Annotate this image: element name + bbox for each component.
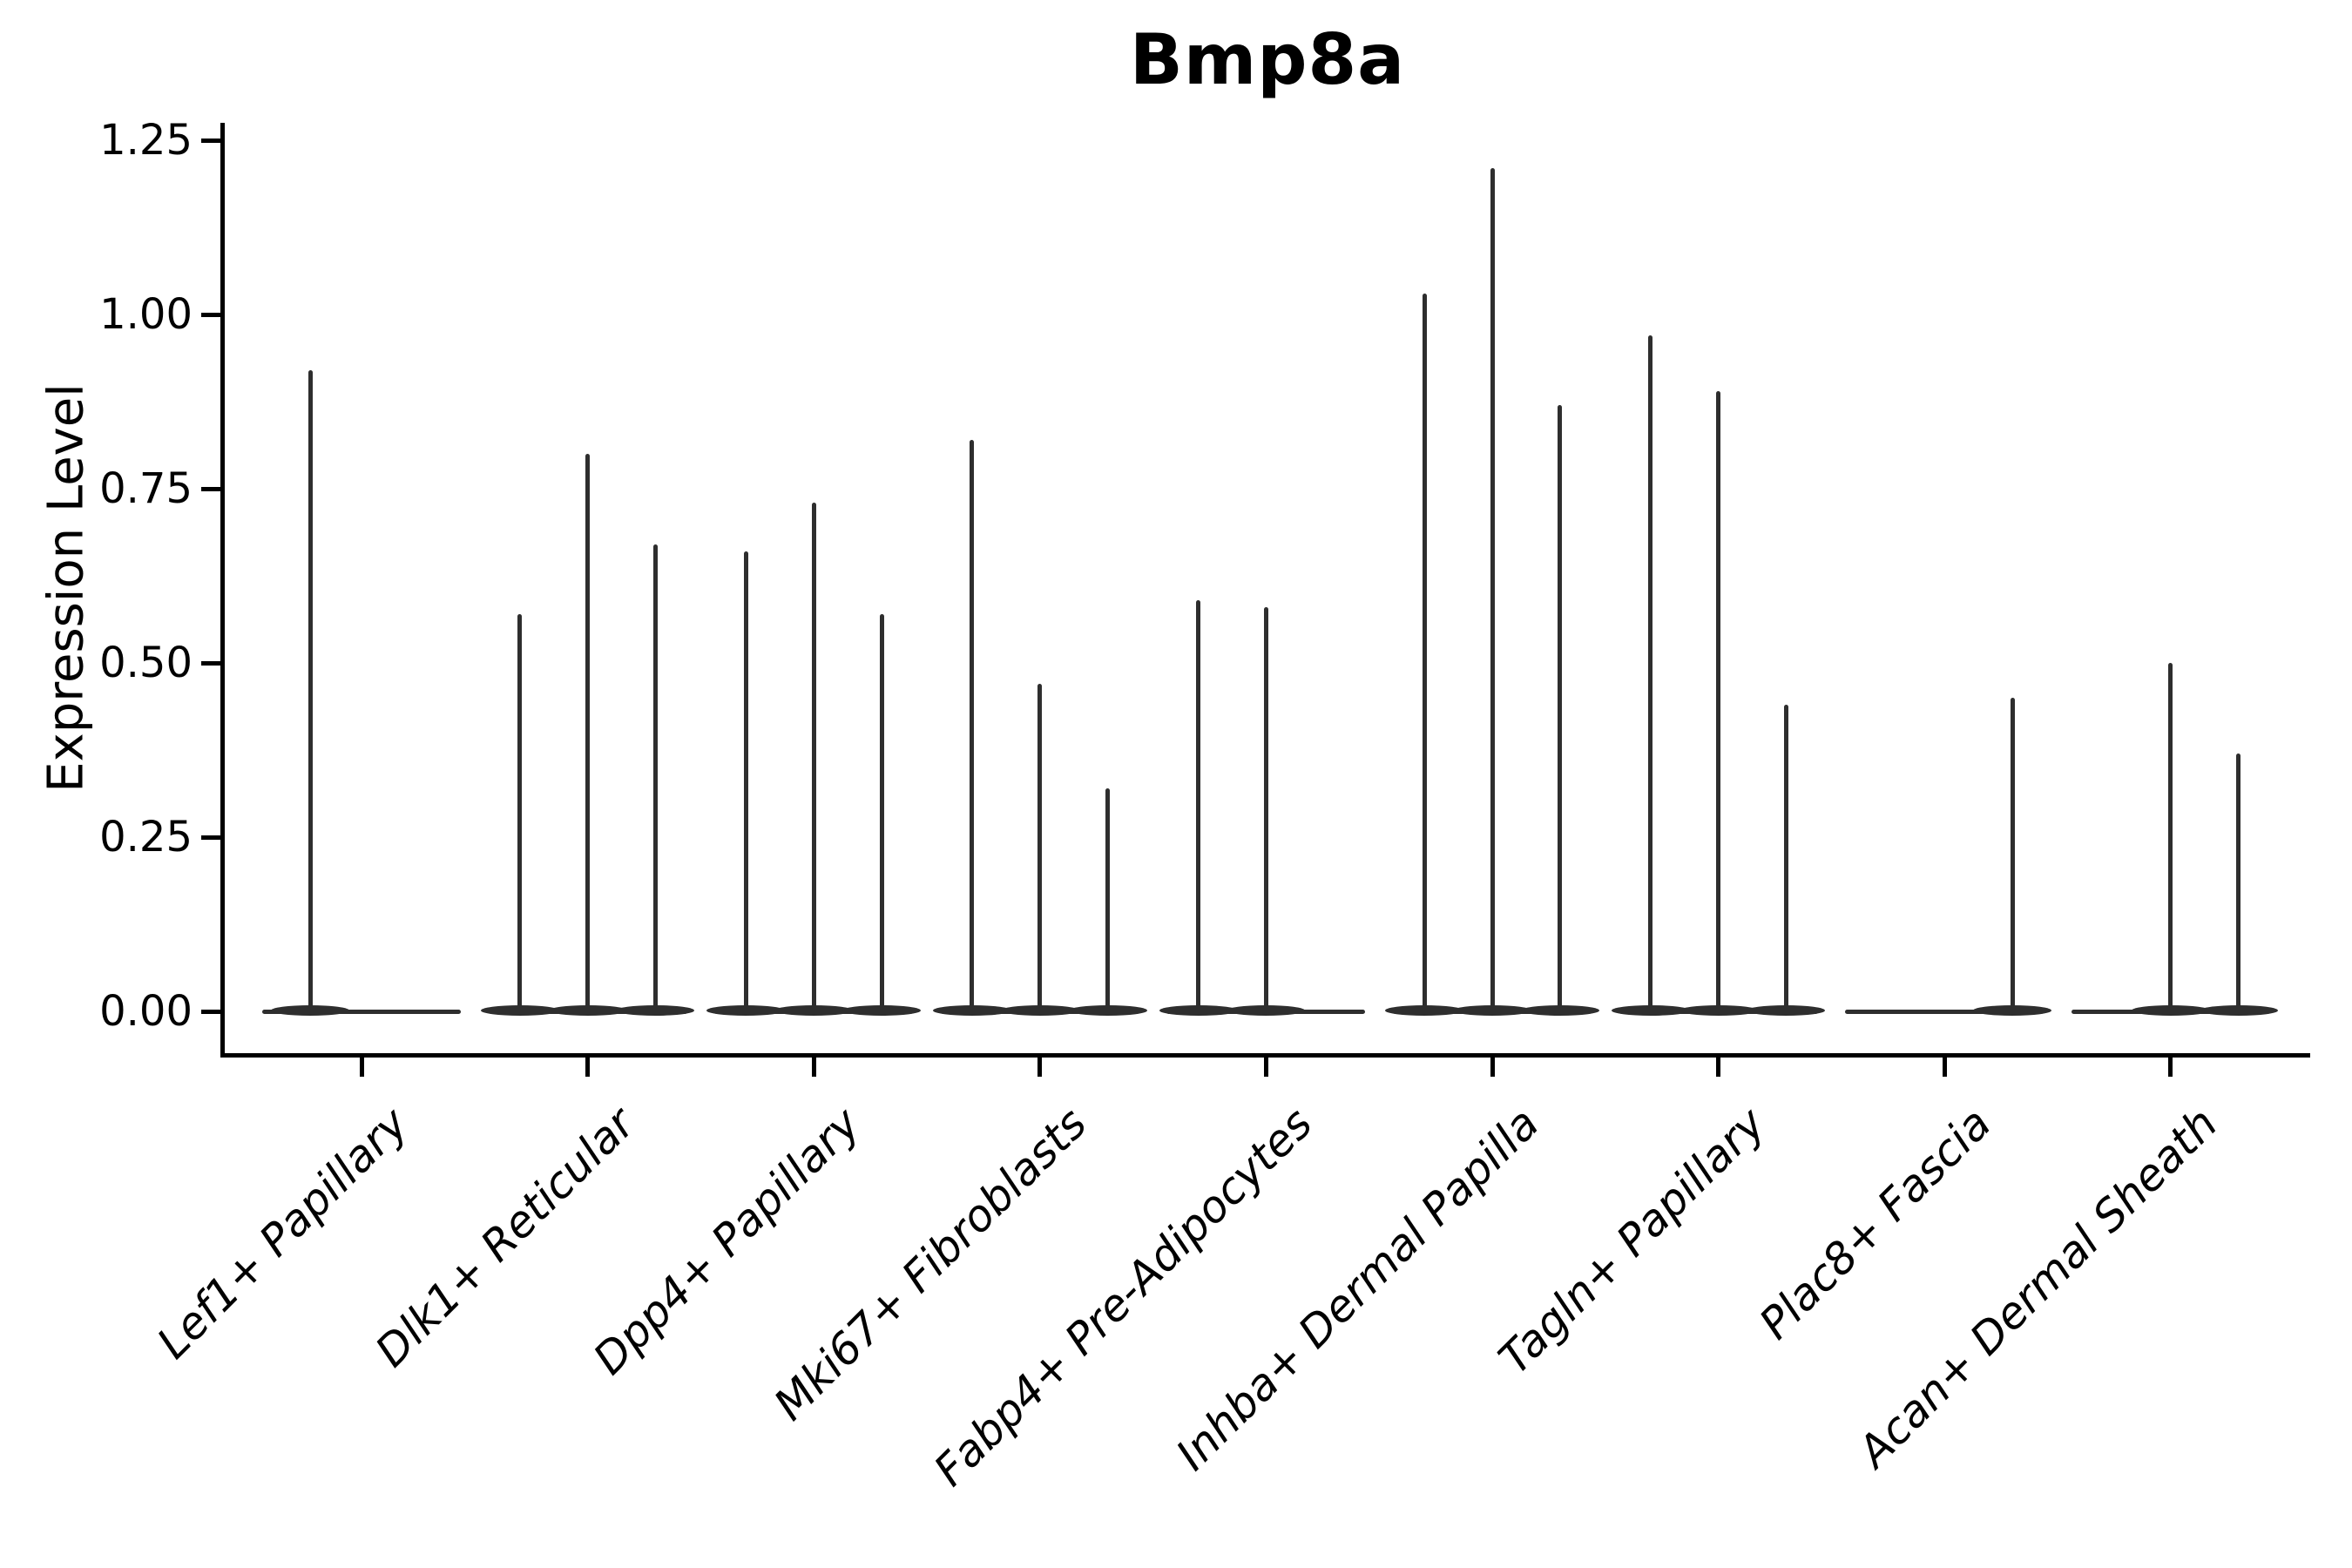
y-axis-spine (220, 123, 225, 1058)
x-tick-mark (1716, 1058, 1721, 1077)
violin-spike (517, 614, 523, 1011)
x-tick-label: Dpp4+ Papillary (584, 1098, 870, 1385)
violin-spike (970, 440, 975, 1011)
y-axis-label: Expression Level (37, 383, 95, 793)
violin-spike (1716, 391, 1721, 1011)
violin-spike (308, 370, 313, 1011)
violin-spike (879, 614, 884, 1011)
y-tick-label: 0.50 (99, 639, 193, 687)
y-tick-mark (201, 660, 220, 666)
x-axis-spine (220, 1053, 2310, 1058)
violin-baseline (1845, 1009, 2044, 1014)
violin-spike (1648, 335, 1653, 1011)
violin-spike (1490, 168, 1495, 1011)
violin-spike (652, 544, 658, 1011)
y-tick-mark (201, 1009, 220, 1014)
y-tick-mark (201, 138, 220, 143)
violin-spike (2236, 754, 2241, 1011)
violin-spike (1263, 607, 1268, 1011)
violin-spike (1105, 788, 1111, 1011)
y-tick-mark (201, 835, 220, 840)
x-tick-mark (359, 1058, 364, 1077)
x-tick-label: Plac8+ Fascia (1749, 1098, 2001, 1349)
y-tick-label: 1.25 (99, 116, 193, 165)
x-tick-label: Tagln+ Papillary (1489, 1098, 1775, 1384)
violin-spike (2168, 663, 2173, 1011)
x-tick-mark (1263, 1058, 1268, 1077)
y-tick-label: 1.00 (99, 290, 193, 339)
x-tick-label: Inhba+ Dermal Papilla (1166, 1098, 1549, 1481)
x-tick-mark (1037, 1058, 1043, 1077)
violin-spike (1422, 294, 1427, 1011)
x-tick-mark (1490, 1058, 1495, 1077)
x-tick-label: Dlk1+ Reticular (365, 1098, 645, 1377)
y-tick-mark (201, 486, 220, 491)
violin-spike (743, 551, 748, 1011)
x-tick-label: Lef1+ Papillary (147, 1098, 418, 1369)
violin-spike (2010, 698, 2015, 1011)
y-tick-label: 0.00 (99, 987, 193, 1036)
violin-spike (1196, 600, 1201, 1011)
violin-spike (1558, 405, 1563, 1011)
x-tick-label: Acan+ Dermal Sheath (1848, 1098, 2227, 1477)
violin-spike (811, 503, 816, 1011)
violin-spike (1037, 684, 1043, 1011)
x-tick-mark (2168, 1058, 2173, 1077)
x-tick-mark (585, 1058, 591, 1077)
violin-spike (1783, 705, 1788, 1011)
y-tick-mark (201, 312, 220, 317)
y-tick-label: 0.75 (99, 464, 193, 513)
violin-baseline (262, 1009, 461, 1014)
x-tick-mark (1942, 1058, 1947, 1077)
chart-title: Bmp8a (1129, 19, 1406, 100)
y-tick-label: 0.25 (99, 813, 193, 862)
x-tick-label: Mki67+ Fibroblasts (764, 1098, 1097, 1430)
x-tick-label: Fabp4+ Pre-Adipocytes (924, 1098, 1322, 1497)
x-tick-mark (811, 1058, 816, 1077)
violin-spike (585, 454, 591, 1011)
